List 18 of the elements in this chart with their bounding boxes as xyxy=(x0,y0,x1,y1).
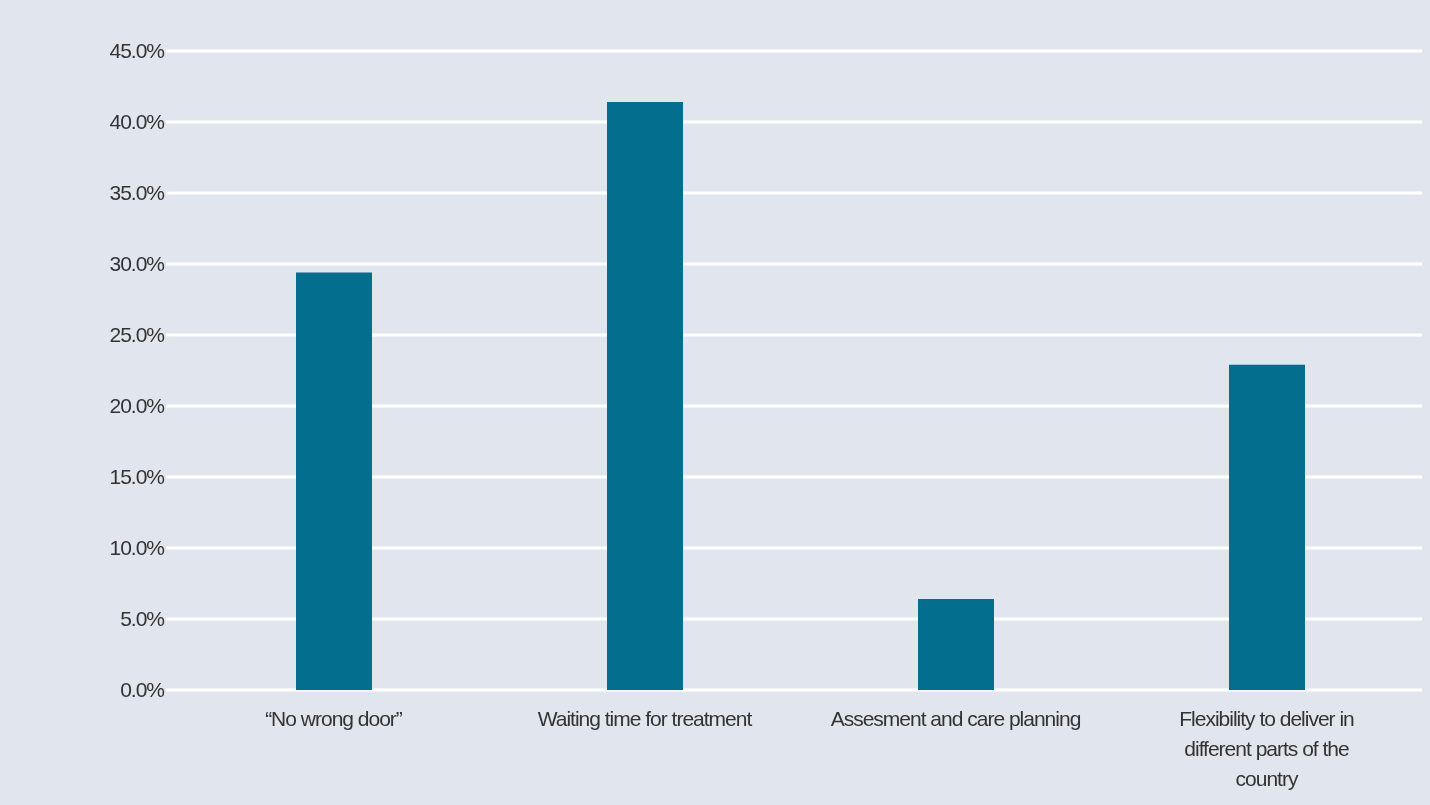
x-tick-label: Waiting time for treatment xyxy=(537,707,753,730)
x-tick-label: “No wrong door” xyxy=(265,707,403,730)
y-tick-label: 10.0% xyxy=(109,536,165,560)
y-tick-label: 20.0% xyxy=(109,394,165,418)
y-tick-label: 25.0% xyxy=(109,323,165,347)
y-tick-label: 30.0% xyxy=(109,252,165,276)
y-tick-label: 15.0% xyxy=(109,465,165,489)
bar xyxy=(1229,364,1305,690)
y-tick-label: 40.0% xyxy=(109,110,165,134)
bar xyxy=(918,599,994,690)
x-tick-label: Assesment and care planning xyxy=(830,707,1081,730)
bar xyxy=(607,102,683,690)
y-tick-label: 35.0% xyxy=(109,181,165,205)
y-tick-label: 45.0% xyxy=(109,39,165,63)
bar xyxy=(296,272,372,690)
x-tick-label: Flexibility to deliver in different parts of the country xyxy=(1179,707,1355,790)
y-tick-label: 0.0% xyxy=(120,678,165,702)
y-tick-label: 5.0% xyxy=(120,607,165,631)
